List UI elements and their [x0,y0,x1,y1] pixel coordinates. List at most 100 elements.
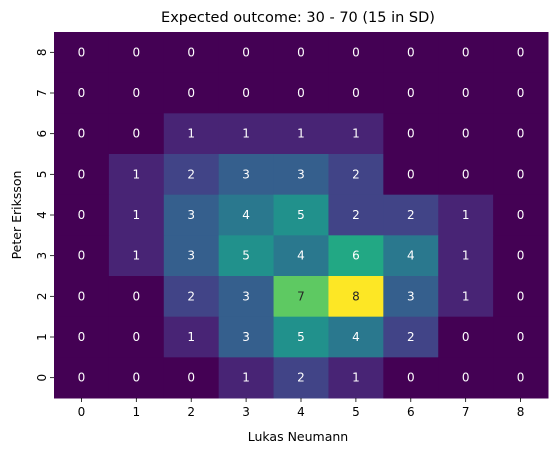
cell-value-label: 0 [517,45,525,59]
cell-value-label: 0 [242,86,250,100]
cell-value-label: 1 [352,371,360,385]
x-axis-label: Lukas Neumann [248,429,348,444]
heatmap-cell [493,72,549,114]
heatmap-cell [108,72,165,114]
cell-value-label: 0 [78,330,86,344]
heatmap-cell [383,235,439,277]
cell-value-label: 0 [78,289,86,303]
heatmap-cell [273,72,329,114]
heatmap-cell [438,235,494,277]
heatmap-cell [163,72,220,114]
heatmap-cell [438,154,494,196]
heatmap-cell [54,32,110,74]
cell-value-label: 0 [517,127,525,141]
x-tick-label: 3 [242,405,250,419]
heatmap-cell [273,154,329,196]
heatmap-cell [383,316,439,358]
cell-value-label: 0 [517,371,525,385]
heatmap-cell [108,32,165,74]
cell-value-label: 7 [297,289,305,303]
heatmap-cell [328,357,384,399]
cell-value-label: 2 [187,167,195,181]
heatmap-cell [54,316,110,358]
cell-value-label: 0 [517,86,525,100]
heatmap-cell [273,357,329,399]
heatmap-cell [54,194,110,236]
cell-value-label: 0 [133,127,141,141]
heatmap-cell [108,235,165,277]
cell-value-label: 0 [78,86,86,100]
heatmap-cell [493,316,549,358]
heatmap-cell [163,357,220,399]
heatmap-cell [218,235,275,277]
y-tick-label: 1 [35,333,49,341]
cell-value-label: 0 [133,45,141,59]
x-tick-label: 2 [187,405,195,419]
x-tick-label: 7 [462,405,470,419]
cell-value-label: 6 [352,249,360,263]
cell-value-label: 0 [517,208,525,222]
cell-value-label: 1 [242,127,250,141]
cell-value-label: 2 [352,167,360,181]
y-axis-label: Peter Eriksson [9,171,24,260]
cell-value-label: 0 [133,330,141,344]
cell-value-label: 0 [517,167,525,181]
heatmap-cell [163,194,220,236]
chart-title: Expected outcome: 30 - 70 (15 in SD) [161,10,435,26]
cell-value-label: 0 [297,45,305,59]
x-tick-label: 8 [517,405,525,419]
cell-value-label: 3 [187,249,195,263]
cell-value-label: 0 [517,249,525,263]
cell-value-label: 3 [242,289,250,303]
cell-value-label: 0 [462,167,470,181]
cell-value-label: 4 [242,208,250,222]
heatmap-cell [383,32,439,74]
heatmap-cell [328,235,384,277]
heatmap-cell [54,113,110,155]
heatmap-cell [108,316,165,358]
heatmap-cell [438,32,494,74]
heatmap-cell [273,113,329,155]
cell-value-label: 1 [462,249,470,263]
heatmap-cell [493,154,549,196]
heatmap-cell [54,72,110,114]
y-tick-label: 7 [35,89,49,97]
heatmap-cell [383,72,439,114]
cell-value-label: 1 [133,208,141,222]
heatmap-cell [273,32,329,74]
cell-value-label: 0 [242,45,250,59]
cell-value-label: 0 [462,127,470,141]
cell-value-label: 0 [407,371,415,385]
heatmap-cell [218,276,275,318]
cell-value-label: 0 [352,45,360,59]
cell-value-label: 5 [242,249,250,263]
heatmap-cell [493,194,549,236]
x-tick-label: 5 [352,405,360,419]
heatmap-cell [54,276,110,318]
cell-value-label: 0 [462,371,470,385]
heatmap-cell [54,357,110,399]
heatmap-cell [493,32,549,74]
cell-value-label: 0 [187,371,195,385]
heatmap-cell [218,357,275,399]
y-tick-label: 8 [35,49,49,57]
cell-value-label: 4 [352,330,360,344]
y-tick-label: 4 [35,211,49,219]
cell-value-label: 2 [407,208,415,222]
y-tick-label: 2 [35,293,49,301]
cell-value-label: 0 [297,86,305,100]
cell-value-label: 0 [78,249,86,263]
x-tick-label: 6 [407,405,415,419]
cell-value-label: 0 [462,330,470,344]
heatmap-cell [163,154,220,196]
cell-value-label: 0 [187,45,195,59]
heatmap-cell [438,113,494,155]
cell-value-label: 0 [407,127,415,141]
cell-value-label: 4 [407,249,415,263]
y-tick-label: 0 [35,374,49,382]
heatmap-cell [218,72,275,114]
heatmap-cell [273,276,329,318]
y-tick-label: 6 [35,130,49,138]
heatmap-cell [493,357,549,399]
cell-value-label: 0 [462,45,470,59]
